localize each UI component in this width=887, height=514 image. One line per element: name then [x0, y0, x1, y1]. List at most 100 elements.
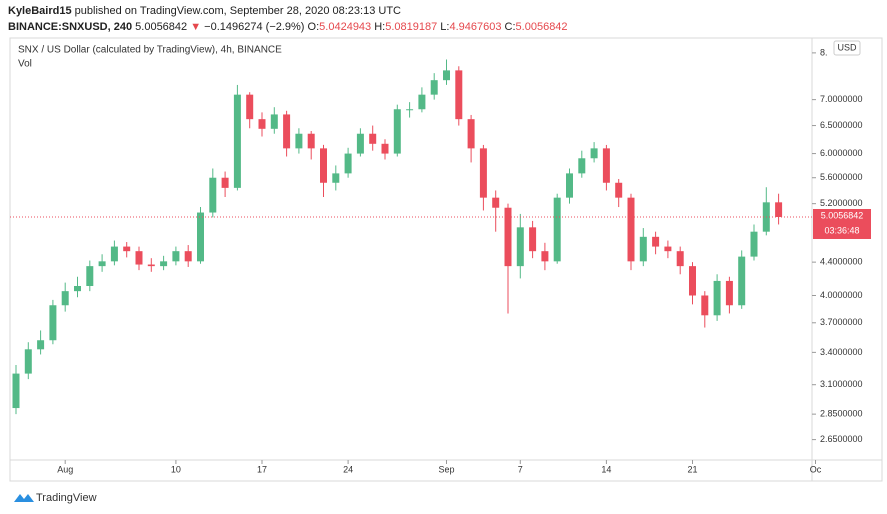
candle-body	[529, 227, 537, 252]
published: published on TradingView.com, September …	[71, 5, 401, 17]
x-tick-label: Oc	[810, 464, 822, 474]
candle-body	[738, 256, 746, 306]
candle-body	[455, 70, 463, 120]
candle-body	[602, 148, 610, 183]
subtitle: Vol	[18, 59, 32, 70]
candle-body	[381, 143, 389, 154]
brand: TradingView	[36, 492, 97, 504]
y-tick-label: 3.1000000	[820, 379, 863, 389]
frame	[9, 37, 883, 482]
header: KyleBaird15 published on TradingView.com…	[8, 3, 568, 35]
candle-body	[393, 109, 401, 154]
candle-body	[725, 280, 733, 306]
ohlc-value: 5.0056842	[515, 21, 568, 33]
x-tick-label: Sep	[438, 464, 454, 474]
x-tick-label: 10	[171, 464, 181, 474]
price-label: 5.0056842	[821, 210, 864, 220]
x-tick-label: 14	[601, 464, 611, 474]
candle-body	[356, 133, 364, 154]
ohlc-label: H:	[374, 21, 386, 33]
candle-body	[566, 173, 573, 198]
candle-body	[332, 173, 340, 183]
candle-body	[283, 114, 291, 149]
y-tick-label: 2.6500000	[820, 434, 863, 444]
candle-body	[418, 94, 426, 110]
currency-button[interactable]	[833, 40, 861, 56]
candle-body	[270, 114, 278, 129]
candle-body	[12, 373, 20, 409]
arrow: ▼	[190, 21, 202, 33]
candle-body	[197, 212, 204, 262]
candle-body	[627, 197, 635, 262]
candle-body	[750, 231, 758, 257]
candle-body	[676, 251, 684, 267]
countdown: 03:36:48	[824, 225, 859, 235]
candle-body	[553, 197, 561, 262]
candle-body	[184, 251, 192, 262]
x-tick-label: 24	[343, 464, 353, 474]
y-tick-label: 5.2000000	[820, 198, 863, 208]
y-tick-label: 4.0000000	[820, 290, 863, 300]
y-tick-label: 6.5000000	[820, 120, 863, 130]
y-tick-label: 6.0000000	[820, 148, 863, 158]
candle-body	[541, 251, 549, 262]
ohlc-label: L:	[440, 21, 450, 33]
candle-body	[110, 246, 118, 262]
header-line: KyleBaird15 published on TradingView.com…	[8, 3, 568, 19]
logo	[14, 494, 34, 502]
candle-body	[123, 246, 131, 252]
candle-body	[320, 148, 327, 183]
candle-body	[701, 295, 709, 316]
candle-body	[689, 266, 696, 296]
candle-body	[492, 197, 500, 208]
candle-body	[406, 109, 414, 111]
candle-body	[295, 133, 303, 149]
candle-body	[160, 261, 168, 267]
y-tick-label: 8.	[820, 47, 828, 57]
symbol: BINANCE:SNXUSD, 240	[8, 21, 133, 33]
candle-body	[172, 251, 180, 262]
header-line: BINANCE:SNXUSD, 240 5.0056842 ▼ −0.14962…	[8, 19, 568, 35]
candle-body	[307, 133, 315, 149]
y-tick-label: 4.4000000	[820, 257, 863, 267]
candle-body	[369, 133, 377, 144]
y-tick-label: 5.6000000	[820, 172, 863, 182]
candle-body	[479, 148, 487, 198]
candle-body	[430, 80, 438, 95]
ohlc-label: O:	[307, 21, 320, 33]
candle-body	[74, 285, 81, 292]
candle-body	[615, 182, 623, 198]
candle-body	[775, 202, 783, 217]
candle-body	[590, 148, 598, 159]
x-tick-label: 21	[687, 464, 697, 474]
candle-body	[504, 207, 512, 267]
x-tick-label: 17	[257, 464, 267, 474]
candle-body	[37, 340, 45, 350]
candle-body	[209, 177, 217, 213]
x-tick-label: Aug	[57, 464, 73, 474]
candle-body	[664, 246, 672, 252]
candle-body	[98, 261, 106, 267]
y-tick-label: 3.7000000	[820, 317, 863, 327]
candle-body	[713, 280, 721, 316]
y-tick-label: 3.4000000	[820, 347, 863, 357]
ohlc-label: C:	[504, 21, 516, 33]
y-tick-label: 2.8500000	[820, 409, 863, 419]
candle-body	[61, 291, 69, 306]
last: 5.0056842	[135, 21, 188, 33]
currency: USD	[837, 42, 857, 52]
ohlc-value: 5.0819187	[385, 21, 438, 33]
candle-body	[49, 305, 57, 341]
candle-body	[578, 158, 586, 174]
chart-title: SNX / US Dollar (calculated by TradingVi…	[18, 45, 282, 56]
y-tick-label: 7.0000000	[820, 94, 863, 104]
candle-body	[652, 236, 660, 247]
candle-body	[24, 349, 32, 374]
candle-body	[147, 264, 155, 267]
author: KyleBaird15	[8, 5, 72, 17]
ohlc-value: 4.9467603	[449, 21, 502, 33]
candle-body	[246, 94, 254, 120]
candle-body	[344, 153, 352, 174]
